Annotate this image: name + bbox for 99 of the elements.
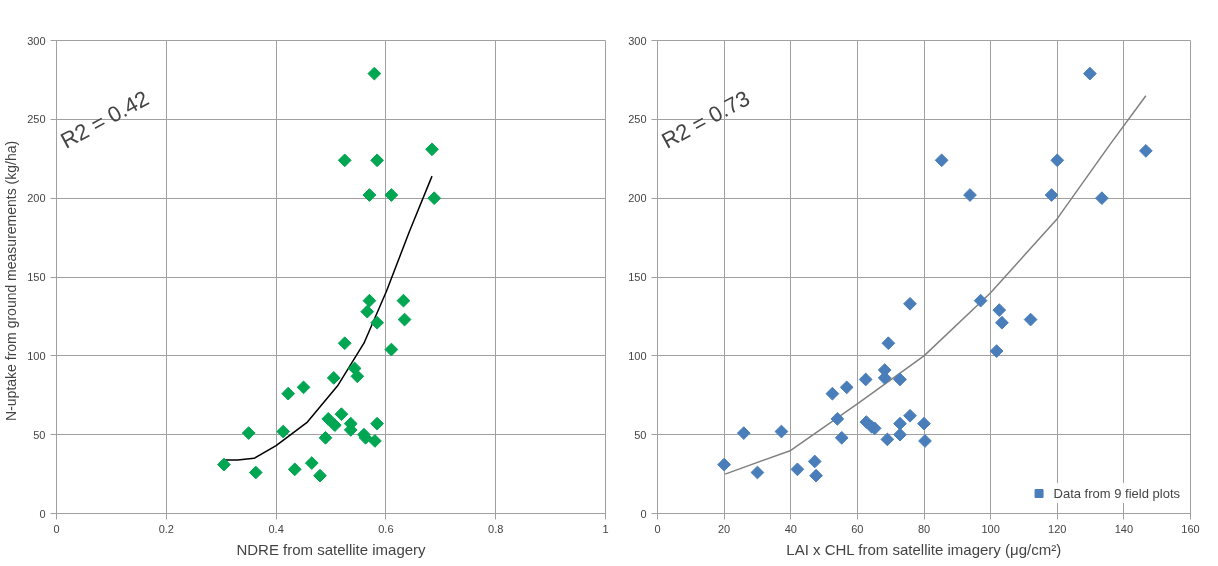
point [1023, 312, 1038, 327]
point [326, 371, 341, 385]
x-axis-title: NDRE from satellite imagery [236, 540, 427, 558]
point [917, 416, 931, 431]
point [281, 386, 296, 401]
point [384, 188, 399, 202]
x-tick-label: 0.6 [378, 522, 394, 535]
y-tick-label: 250 [27, 113, 46, 126]
point [360, 304, 375, 319]
y-tick-label: 0 [640, 507, 647, 520]
point [1044, 188, 1059, 202]
x-axis-title: LAI x CHL from satellite imagery (μg/cm²) [786, 540, 1062, 558]
point [839, 380, 854, 395]
x-tick-label: 120 [1048, 522, 1067, 535]
point [750, 465, 765, 480]
point [337, 153, 352, 168]
x-tick-label: 40 [784, 522, 797, 535]
point [934, 153, 949, 168]
point [368, 434, 382, 448]
x-tick-label: 140 [1114, 522, 1134, 535]
point [918, 434, 932, 448]
y-tick-label: 0 [39, 507, 46, 520]
point [397, 312, 412, 327]
point [992, 303, 1007, 317]
x-tick-label: 80 [917, 522, 931, 535]
point [318, 430, 333, 445]
x-tick-label: 0.8 [488, 522, 504, 535]
point [287, 462, 302, 477]
point [425, 142, 439, 157]
point [334, 407, 349, 422]
point [396, 293, 411, 308]
point [880, 432, 895, 447]
point [296, 380, 311, 395]
point [809, 468, 823, 483]
point [350, 369, 365, 384]
y-tick-label: 250 [628, 113, 647, 126]
point [1095, 191, 1109, 206]
point [427, 191, 442, 206]
point [217, 457, 231, 472]
x-tick-label: 1 [602, 522, 609, 535]
point [313, 468, 327, 483]
point [893, 416, 907, 431]
point [995, 315, 1009, 330]
point [903, 408, 917, 423]
annotation: R2 = 0.73 [657, 85, 754, 154]
x-tick-label: 160 [1181, 522, 1200, 535]
y-axis-title: N-uptake from ground measurements (kg/ha) [3, 140, 20, 421]
point [893, 372, 907, 387]
point [327, 418, 342, 433]
x-tick-label: 20 [718, 522, 731, 535]
x-tick-label: 0.2 [158, 522, 174, 535]
y-tick-label: 150 [27, 271, 46, 283]
y-tick-label: 200 [27, 192, 46, 205]
point [774, 424, 789, 439]
point [1139, 144, 1153, 158]
point [790, 462, 805, 477]
point [973, 293, 988, 308]
point [248, 465, 263, 480]
point [989, 344, 1004, 358]
point [337, 336, 352, 351]
point [893, 427, 907, 442]
point [717, 457, 731, 472]
x-tick-label: 0.4 [268, 522, 284, 535]
point [834, 430, 849, 445]
point [362, 293, 377, 308]
point [830, 412, 845, 426]
point [1050, 153, 1065, 168]
y-tick-label: 300 [27, 34, 46, 47]
point [304, 456, 319, 470]
x-tick-label: 60 [851, 522, 864, 535]
point [807, 454, 822, 469]
point [362, 188, 377, 202]
point [881, 336, 896, 351]
point [384, 342, 399, 357]
y-tick-label: 50 [634, 428, 647, 441]
y-tick-label: 100 [27, 349, 46, 362]
point [370, 153, 384, 168]
point [370, 416, 384, 431]
point [825, 386, 840, 401]
annotation: R2 = 0.42 [56, 85, 153, 154]
legend-label: Data from 9 field plots [1053, 485, 1180, 501]
point [241, 426, 256, 440]
point [370, 315, 384, 330]
point [963, 188, 977, 202]
point [276, 424, 291, 439]
y-tick-label: 300 [628, 34, 647, 47]
x-tick-label: 0 [654, 522, 661, 535]
y-tick-label: 150 [628, 271, 647, 283]
point [858, 372, 873, 387]
point [321, 412, 336, 426]
x-tick-label: 100 [981, 522, 1000, 535]
point [736, 426, 751, 440]
point [1083, 66, 1097, 81]
y-tick-label: 100 [628, 349, 647, 362]
y-tick-label: 50 [33, 428, 46, 441]
y-tick-label: 200 [628, 192, 647, 205]
point [903, 296, 917, 311]
x-tick-label: 0 [53, 522, 60, 535]
point [367, 66, 382, 81]
